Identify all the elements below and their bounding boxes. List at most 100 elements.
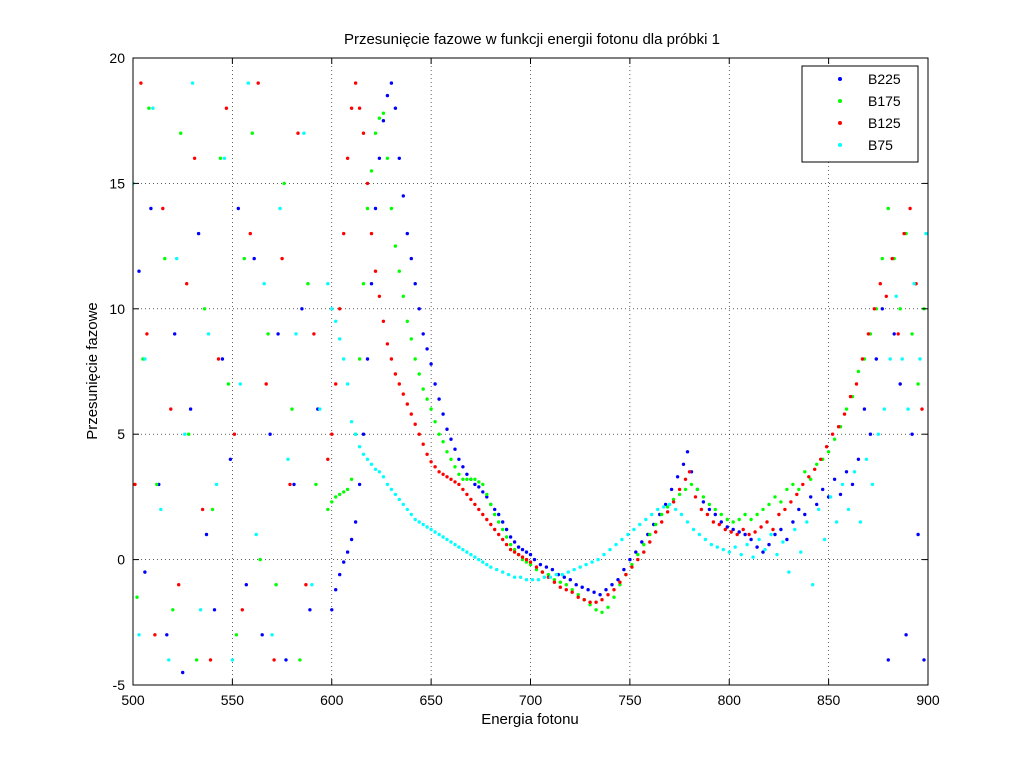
data-point (326, 282, 330, 286)
data-point (612, 595, 616, 599)
data-point (648, 540, 652, 544)
data-point (512, 547, 517, 552)
data-point (632, 527, 636, 532)
data-point (342, 490, 346, 494)
legend-entry-b175: B175 (868, 93, 901, 109)
data-point (302, 131, 306, 135)
data-point (421, 522, 425, 527)
data-point (813, 467, 817, 471)
data-point (501, 527, 505, 532)
data-point (588, 600, 592, 604)
data-point (314, 482, 318, 487)
data-point (485, 562, 489, 567)
data-point (916, 532, 920, 537)
data-point (660, 512, 664, 517)
data-point (528, 562, 533, 567)
data-point (628, 557, 632, 562)
data-point (524, 560, 529, 564)
data-point (493, 507, 497, 512)
data-point (248, 231, 252, 236)
data-point (425, 347, 429, 351)
data-point (294, 332, 298, 336)
data-point (512, 540, 517, 544)
data-point (465, 550, 469, 554)
data-point (250, 131, 254, 135)
data-point (602, 552, 606, 557)
data-point (765, 520, 769, 524)
data-point (743, 532, 747, 537)
data-point (413, 422, 417, 426)
data-point (429, 527, 433, 532)
data-point (397, 497, 401, 502)
data-point (254, 532, 258, 537)
data-point (270, 633, 274, 637)
data-point (908, 206, 912, 211)
data-point (153, 633, 157, 637)
data-point (377, 116, 382, 120)
data-point (797, 507, 801, 512)
data-point (349, 106, 354, 110)
data-point (840, 482, 845, 487)
data-point (874, 357, 878, 361)
data-point (349, 537, 354, 542)
data-point (904, 633, 908, 637)
data-point (342, 560, 346, 564)
data-point (393, 244, 398, 248)
data-point (636, 557, 640, 562)
legend-marker (838, 121, 842, 125)
data-point (737, 517, 741, 522)
data-point (260, 633, 264, 637)
data-point (437, 397, 441, 401)
data-point (856, 369, 861, 374)
data-point (520, 555, 525, 559)
data-point (733, 545, 737, 549)
data-point (397, 382, 401, 386)
data-point (292, 482, 296, 487)
data-point (365, 206, 370, 211)
data-point (393, 492, 398, 497)
data-point (552, 578, 557, 582)
data-point (524, 557, 529, 562)
x-tick-label: 600 (320, 692, 344, 708)
data-point (425, 525, 429, 529)
data-point (516, 545, 521, 549)
data-point (665, 510, 670, 514)
data-point (441, 412, 445, 416)
data-point (489, 565, 493, 569)
data-point (365, 181, 370, 186)
data-point (677, 492, 682, 497)
data-point (290, 407, 294, 411)
data-point (397, 269, 401, 273)
data-point (385, 93, 390, 98)
data-point (268, 432, 272, 436)
data-point (409, 512, 413, 517)
data-point (856, 457, 861, 461)
data-point (844, 407, 849, 411)
data-point (449, 437, 453, 441)
data-point (413, 282, 417, 286)
data-point (524, 550, 529, 554)
data-point (278, 206, 282, 211)
data-point (809, 477, 813, 481)
data-point (552, 580, 557, 584)
data-point (528, 560, 533, 564)
data-point (139, 81, 143, 85)
data-point (405, 319, 409, 323)
data-point (409, 256, 413, 261)
data-point (616, 578, 620, 582)
data-point (707, 502, 712, 507)
data-point (300, 307, 304, 311)
data-point (179, 131, 183, 135)
x-tick-label: 550 (221, 692, 245, 708)
data-point (880, 256, 884, 261)
data-point (566, 570, 570, 574)
data-point (743, 512, 747, 517)
data-point (697, 532, 702, 537)
data-point (516, 552, 521, 557)
data-point (240, 608, 244, 612)
data-point (433, 465, 437, 469)
data-point (246, 81, 250, 85)
data-point (143, 570, 147, 574)
data-point (811, 583, 815, 587)
data-point (803, 512, 807, 517)
